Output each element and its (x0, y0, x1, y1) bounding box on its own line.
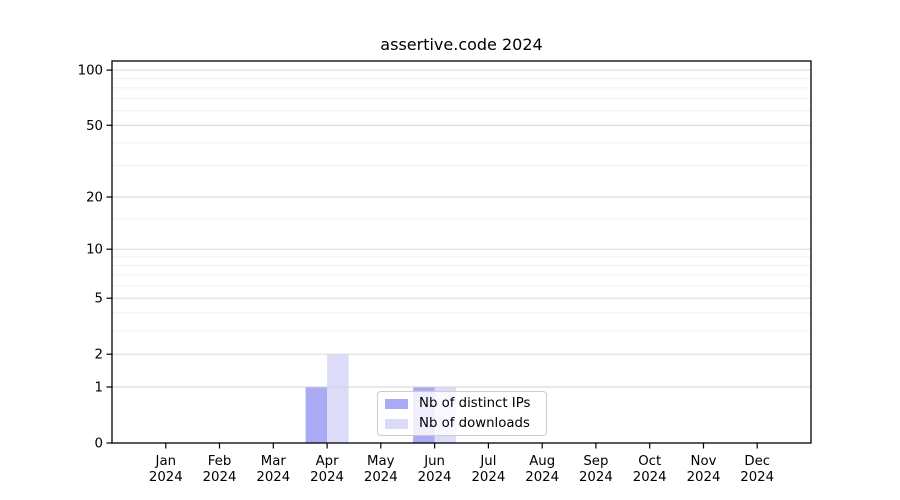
x-tick-label-month: Jul (479, 454, 496, 469)
legend-item-distinct-ips: Nb of distinct IPs (385, 396, 540, 412)
y-tick-label: 1 (95, 381, 103, 396)
x-tick-label-month: Feb (208, 454, 232, 469)
y-tick-label: 5 (95, 292, 103, 307)
x-tick-label-month: May (367, 454, 395, 469)
x-tick-label-month: Oct (638, 454, 661, 469)
legend-item-downloads: Nb of downloads (385, 416, 540, 432)
legend: Nb of distinct IPs Nb of downloads (377, 391, 547, 436)
legend-swatch-downloads-icon (385, 418, 408, 429)
x-tick-label-month: Dec (744, 454, 770, 469)
bar-nb-of-downloads-apr-2024 (327, 354, 349, 443)
x-tick-label-year: 2024 (687, 470, 721, 485)
y-tick-label: 100 (78, 64, 103, 79)
plot-frame (111, 60, 812, 444)
x-tick-label-month: Apr (316, 454, 340, 469)
x-tick-label-month: Jan (155, 454, 177, 469)
x-tick-label-year: 2024 (418, 470, 452, 485)
x-tick-label-month: Sep (583, 454, 608, 469)
x-tick-label-month: Jun (423, 454, 445, 469)
y-tick-label: 10 (86, 243, 103, 258)
legend-label-distinct-ips: Nb of distinct IPs (419, 395, 531, 411)
y-tick-label: 0 (95, 437, 103, 452)
x-tick-label-year: 2024 (740, 470, 774, 485)
legend-swatch-distinct-ips-icon (385, 398, 408, 409)
x-tick-label-year: 2024 (364, 470, 398, 485)
y-tick-label: 50 (86, 119, 103, 134)
x-tick-label-year: 2024 (310, 470, 344, 485)
x-tick-label-year: 2024 (471, 470, 505, 485)
y-tick-label: 20 (86, 191, 103, 206)
x-tick-label-year: 2024 (203, 470, 237, 485)
x-tick-label-month: Mar (261, 454, 287, 469)
x-tick-label-year: 2024 (149, 470, 183, 485)
x-tick-label-month: Nov (691, 454, 717, 469)
x-tick-label-year: 2024 (579, 470, 613, 485)
y-tick-label: 2 (95, 348, 103, 363)
x-tick-label-year: 2024 (256, 470, 290, 485)
bar-nb-of-distinct-ips-apr-2024 (305, 387, 328, 443)
x-tick-label-year: 2024 (525, 470, 559, 485)
legend-label-downloads: Nb of downloads (419, 415, 530, 431)
x-tick-label-month: Aug (529, 454, 555, 469)
x-tick-label-year: 2024 (633, 470, 667, 485)
chart-title: assertive.code 2024 (380, 35, 543, 54)
